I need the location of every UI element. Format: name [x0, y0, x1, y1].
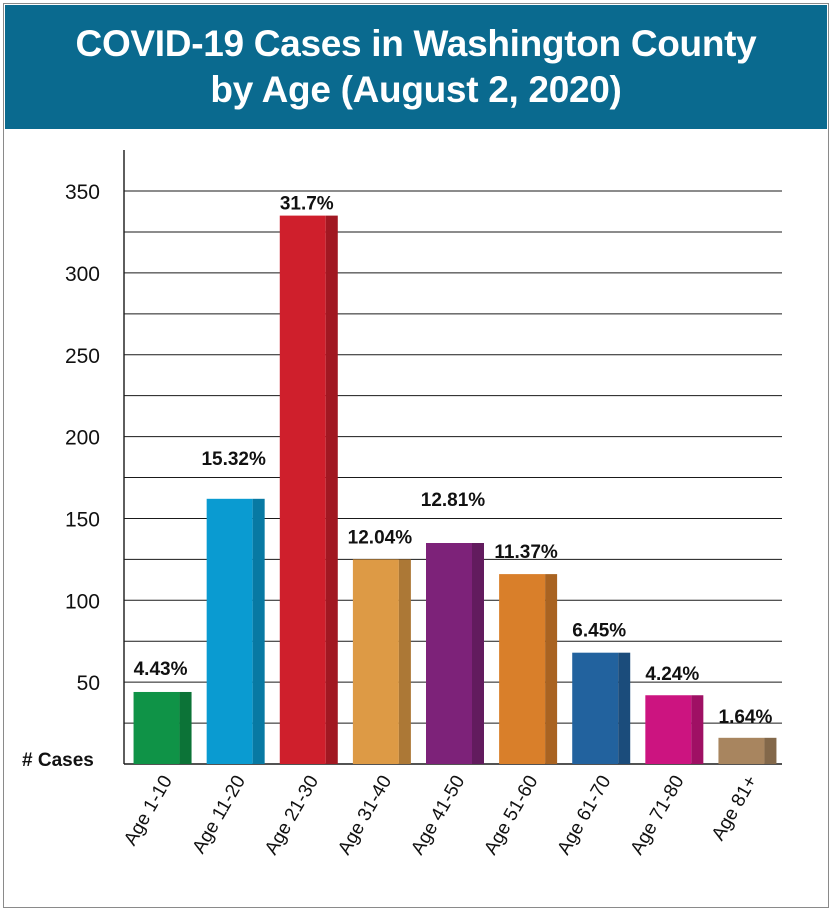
bars	[133, 215, 777, 765]
bar	[133, 691, 180, 764]
y-axis-label: # Cases	[22, 750, 94, 771]
data-labels: 4.43% 15.32% 31.7% 12.04% 12.81% 11.37% 6.45% 4…	[134, 194, 773, 728]
data-label: 15.32%	[201, 449, 266, 470]
data-label: 1.64%	[719, 707, 773, 728]
bar	[645, 695, 692, 764]
x-tick-label: Age 1-10	[120, 772, 177, 849]
x-tick-label: Age 21-30	[261, 772, 323, 858]
bar-side	[691, 695, 704, 764]
data-label: 4.24%	[645, 664, 699, 685]
data-label: 4.43%	[134, 659, 188, 680]
chart-title-line-1: COVID-19 Cases in Washington County	[75, 23, 757, 64]
y-tick-label: 100	[65, 590, 100, 613]
bar-side	[398, 559, 411, 764]
y-tick-label: 250	[65, 345, 100, 368]
data-label: 11.37%	[494, 542, 557, 563]
y-tick-label: 150	[65, 508, 100, 531]
bar	[718, 737, 765, 764]
bar	[279, 215, 326, 765]
x-tick-label: Age 61-70	[554, 772, 616, 858]
x-tick-label: Age 51-60	[480, 772, 542, 858]
bar-side	[618, 652, 631, 764]
y-tick-label: 50	[77, 672, 100, 695]
chart-title-line-2: by Age (August 2, 2020)	[210, 69, 622, 110]
data-label: 31.7%	[280, 194, 334, 215]
y-tick-label: 200	[65, 427, 100, 450]
title-banner: COVID-19 Cases in Washington County by Ag…	[5, 5, 827, 129]
bar-side	[252, 498, 265, 764]
chart-title: COVID-19 Cases in Washington County by Ag…	[76, 21, 757, 113]
bar	[426, 543, 472, 764]
bar-side	[325, 215, 338, 765]
data-label: 12.81%	[421, 490, 486, 511]
bar-side	[764, 737, 777, 764]
x-tick-label: Age 71-80	[627, 772, 689, 858]
bar	[572, 652, 619, 764]
data-label: 12.04%	[348, 527, 413, 548]
bar-side	[545, 574, 558, 764]
x-tick-label: Age 31-40	[334, 772, 396, 858]
x-tick-label: Age 41-50	[407, 772, 469, 858]
bar	[499, 574, 546, 764]
bar-side	[179, 691, 192, 764]
bar	[206, 498, 253, 764]
bar-side	[472, 543, 484, 764]
bar	[352, 559, 399, 764]
x-tick-label: Age 81+	[708, 772, 762, 844]
x-tick-label: Age 11-20	[189, 772, 250, 857]
y-tick-label: 350	[65, 181, 100, 204]
data-label: 6.45%	[572, 621, 626, 642]
y-tick-label: 300	[65, 263, 100, 286]
